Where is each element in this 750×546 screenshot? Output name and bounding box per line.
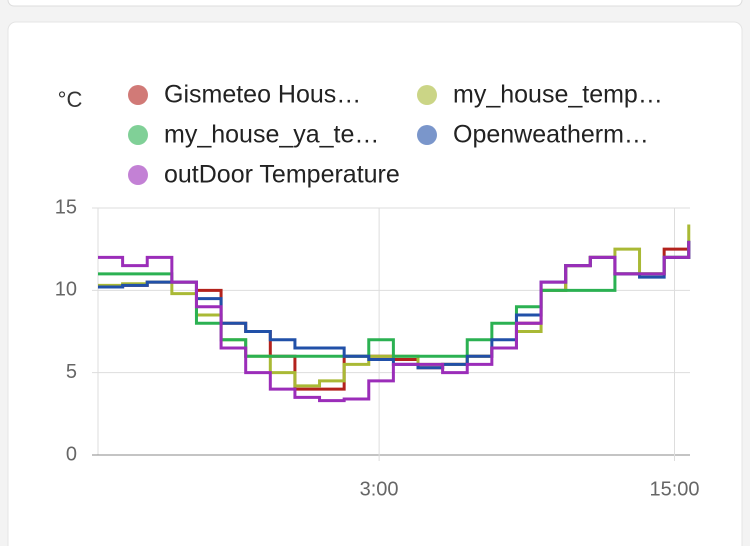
series-line (98, 240, 691, 403)
series-line (98, 240, 691, 358)
y-tick-label: 5 (66, 361, 77, 383)
y-axis-unit: °C (58, 87, 83, 112)
y-tick-label: 0 (66, 443, 77, 465)
previous-card (7, 0, 743, 7)
legend-label: my_house_ya_te… (164, 121, 379, 149)
legend-swatch (417, 85, 437, 105)
legend-label: my_house_temp… (453, 81, 663, 109)
x-tick-label: 15:00 (649, 478, 699, 500)
x-tick-label: 3:00 (360, 478, 399, 500)
legend-swatch (128, 85, 148, 105)
legend-swatch (128, 165, 148, 185)
legend-swatch (128, 125, 148, 145)
y-tick-label: 10 (55, 279, 77, 301)
y-tick-label: 15 (55, 196, 77, 218)
legend-swatch (417, 125, 437, 145)
legend-label: Gismeteo Hous… (164, 81, 361, 109)
legend-label: Openweatherm… (453, 121, 649, 149)
legend-label: outDoor Temperature (164, 161, 400, 189)
card (7, 21, 743, 546)
